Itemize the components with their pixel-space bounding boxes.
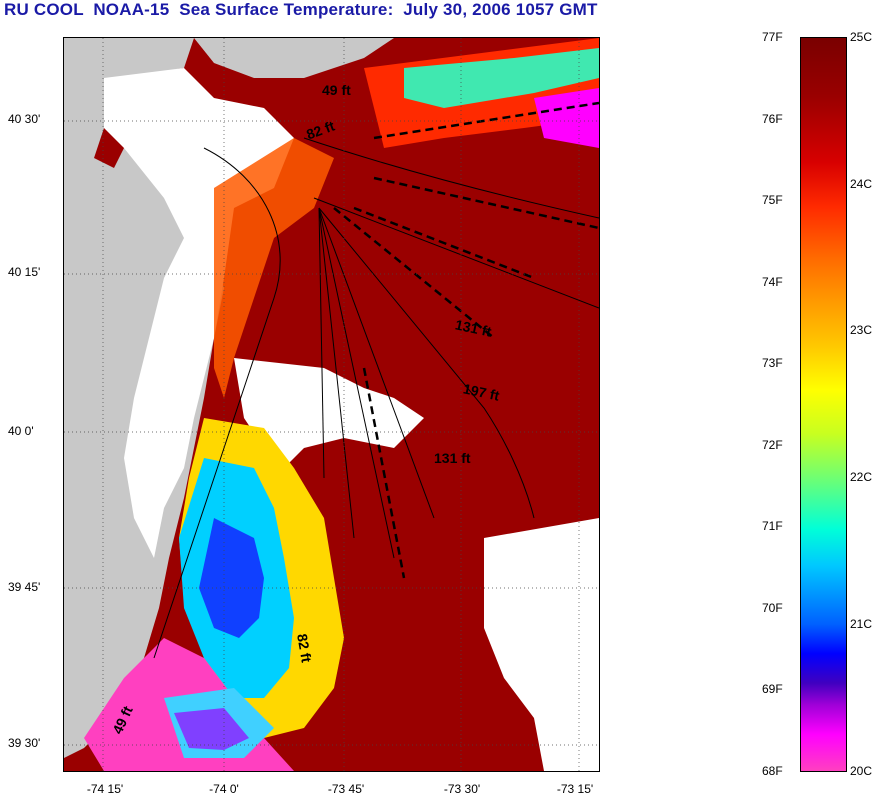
colorbar-f-label: 77F <box>762 30 783 44</box>
glider-transects <box>333 101 599 579</box>
cloud-southeast <box>484 518 599 771</box>
colorbar-f-label: 76F <box>762 112 783 126</box>
colorbar-c-label: 23C <box>850 323 873 337</box>
front-orange <box>214 138 334 398</box>
sst-map[interactable] <box>63 37 600 772</box>
sst-map-canvas <box>64 38 599 771</box>
longitude-label: -74 0' <box>209 782 239 796</box>
longitude-label: -73 45' <box>327 782 365 796</box>
longitude-label: -73 30' <box>443 782 481 796</box>
colorbar-f-label: 74F <box>762 275 783 289</box>
longitude-label: -74 15' <box>86 782 124 796</box>
latitude-label: 40 0' <box>8 424 34 438</box>
latitude-label: 40 15' <box>8 265 41 279</box>
latitude-label: 40 30' <box>8 112 41 126</box>
cloud-mid <box>234 358 424 468</box>
colorbar-f-label: 69F <box>762 682 783 696</box>
colorbar-f-label: 75F <box>762 193 783 207</box>
colorbar-f-label: 70F <box>762 601 783 615</box>
cool-north-2 <box>534 88 599 148</box>
colorbar-f-label: 71F <box>762 519 783 533</box>
upwelling-blue <box>199 518 264 638</box>
colorbar-c-label: 21C <box>850 617 873 631</box>
cool-north <box>404 48 599 108</box>
longitude-label: -73 15' <box>556 782 594 796</box>
colorbar-f-label: 72F <box>762 438 783 452</box>
latitude-label: 39 30' <box>8 736 41 750</box>
colorbar-c-label: 25C <box>850 30 873 44</box>
contour-label-131ft-south: 131 ft <box>434 450 471 466</box>
bathymetry-contours <box>153 137 599 659</box>
latitude-label: 39 45' <box>8 580 41 594</box>
contour-label-49ft-north: 49 ft <box>322 82 351 98</box>
temperature-colorbar <box>800 37 847 772</box>
upwelling-purple <box>174 708 249 750</box>
land-long-island <box>194 38 394 78</box>
map-title: RU COOL NOAA-15 Sea Surface Temperature:… <box>4 0 598 19</box>
colorbar-c-label: 20C <box>850 764 873 778</box>
colorbar-c-label: 24C <box>850 177 873 191</box>
colorbar-f-label: 73F <box>762 356 783 370</box>
colorbar-c-label: 22C <box>850 470 873 484</box>
colorbar-f-label: 68F <box>762 764 783 778</box>
